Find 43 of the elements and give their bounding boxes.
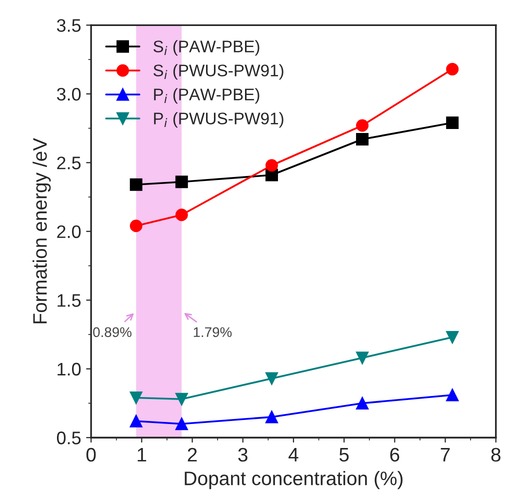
point: [130, 178, 142, 191]
point: [175, 392, 188, 406]
point: [175, 176, 188, 188]
y-tick-label: 3.0: [56, 88, 81, 101]
x-tick-label: 8: [491, 448, 500, 462]
x-tick-label: 2: [188, 448, 197, 462]
point: [130, 414, 142, 428]
point: [130, 391, 142, 404]
y-tick-label: 2.0: [57, 225, 81, 238]
annotation: 1.79%: [194, 327, 232, 338]
point: [356, 119, 369, 132]
point: [356, 396, 369, 410]
x-tick-label: 4: [288, 448, 298, 462]
x-tick-label: 0: [86, 448, 96, 462]
x-tick-label: 1: [138, 448, 146, 462]
legend-label: S$_{i}$ (PAW-PBE): [154, 40, 260, 56]
annotation: 0.89%: [93, 327, 132, 338]
point: [175, 208, 188, 222]
legend-label: P$_{i}$ (PWUS-PW91): [154, 112, 284, 128]
point: [356, 133, 369, 146]
y-axis-title: Formation energy /eV: [32, 138, 51, 324]
point: [446, 62, 459, 76]
y-tick-label: 0.5: [56, 432, 81, 444]
point: [175, 418, 188, 430]
legend-label: P$_{i}$ (PAW-PBE): [154, 88, 260, 104]
y-tick-label: 1.5: [58, 294, 81, 307]
point: [130, 220, 142, 232]
point: [265, 159, 278, 172]
point: [356, 352, 369, 364]
point: [446, 116, 459, 130]
point: [446, 330, 459, 344]
y-tick-label: 3.5: [56, 19, 81, 32]
x-tick-label: 5: [339, 448, 349, 462]
point: [265, 410, 278, 424]
x-tick-label: 3: [238, 448, 248, 462]
legend-label: S$_{i}$ (PWUS-PW91): [154, 64, 284, 80]
point: [446, 388, 459, 402]
y-tick-label: 1.0: [58, 362, 81, 376]
y-tick-label: 2.5: [57, 156, 81, 170]
x-tick-label: 7: [440, 448, 450, 462]
x-axis-title: Dopant concentration (%): [184, 471, 403, 490]
point: [265, 372, 278, 385]
x-tick-label: 6: [390, 448, 400, 462]
